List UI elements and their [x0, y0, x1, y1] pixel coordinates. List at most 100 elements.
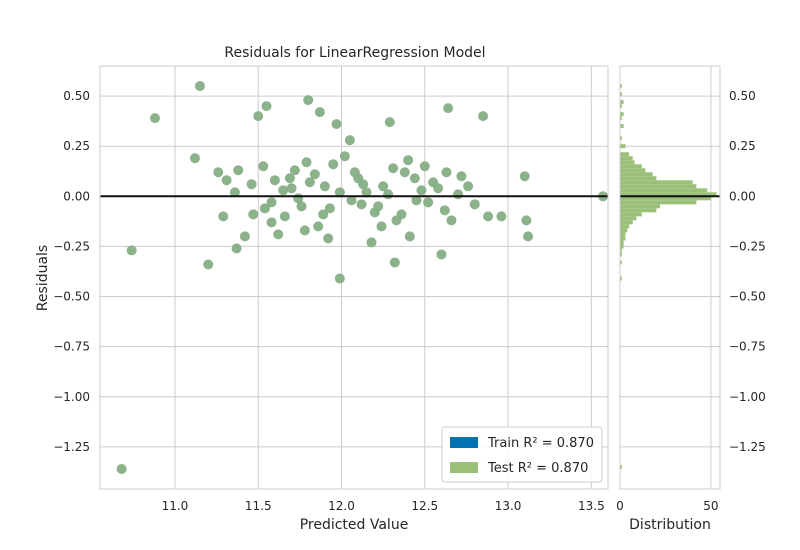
data-point — [269, 175, 280, 186]
data-point — [293, 193, 304, 204]
histogram-bar — [620, 152, 630, 157]
data-point — [403, 155, 414, 166]
data-point — [189, 153, 200, 164]
x-tick-label: 11.5 — [245, 499, 272, 513]
data-point — [149, 113, 160, 124]
histogram-bar — [620, 252, 622, 257]
y-tick-label: −0.25 — [53, 239, 90, 253]
data-point — [521, 215, 532, 226]
histogram-bar — [620, 240, 624, 245]
data-point — [331, 119, 342, 130]
histogram-y-tick-label: −1.25 — [729, 440, 766, 454]
data-point — [273, 229, 284, 240]
data-point — [463, 181, 474, 192]
data-point — [194, 81, 205, 92]
data-point — [344, 135, 355, 146]
data-point — [289, 165, 300, 176]
histogram-y-tick-label: 0.00 — [729, 189, 756, 203]
data-point — [339, 151, 350, 162]
data-point — [231, 243, 242, 254]
x-tick-label: 11.0 — [162, 499, 189, 513]
data-point — [446, 215, 457, 226]
data-point — [523, 231, 534, 242]
data-point — [299, 225, 310, 236]
data-point — [409, 173, 420, 184]
residual-points — [116, 81, 609, 474]
histogram-bar — [620, 164, 642, 169]
histogram-bar — [620, 260, 622, 265]
data-point — [229, 187, 240, 198]
data-point — [396, 209, 407, 220]
histogram-bar — [620, 136, 622, 141]
data-point — [248, 209, 259, 220]
chart-title: Residuals for LinearRegression Model — [224, 45, 485, 61]
histogram-x-tick-labels: 0 50 — [616, 499, 718, 513]
data-point — [258, 161, 269, 172]
histogram-bar — [620, 192, 717, 197]
data-point — [304, 177, 315, 188]
data-point — [328, 159, 339, 170]
data-point — [266, 217, 277, 228]
data-point — [126, 245, 137, 256]
y-axis-label: Residuals — [35, 245, 51, 311]
histogram-frame — [619, 65, 721, 490]
histogram-y-tick-label: −0.50 — [729, 290, 766, 304]
data-point — [319, 181, 330, 192]
data-point — [404, 231, 415, 242]
histogram-bar — [620, 244, 624, 249]
data-point — [383, 189, 394, 200]
y-tick-label: −0.50 — [53, 290, 90, 304]
data-point — [358, 179, 369, 190]
histogram-bar — [620, 220, 633, 225]
histogram-bar — [620, 112, 624, 117]
data-point — [349, 167, 360, 178]
histogram-bar — [620, 196, 711, 201]
histogram-x-label: Distribution — [629, 517, 711, 533]
histogram-x-tick-label: 0 — [616, 499, 624, 513]
data-point — [266, 197, 277, 208]
data-point — [388, 163, 399, 174]
histogram-bar — [620, 104, 622, 109]
histogram-bar — [620, 188, 708, 193]
data-point — [313, 221, 324, 232]
histogram-bar — [620, 160, 635, 165]
histogram-bar — [620, 100, 624, 105]
data-point — [433, 183, 444, 194]
data-point — [203, 259, 214, 270]
y-tick-label: −0.75 — [53, 340, 90, 354]
data-point — [221, 175, 232, 186]
y-tick-label: −1.00 — [53, 390, 90, 404]
data-point — [361, 187, 372, 198]
data-point — [253, 111, 264, 122]
y-tick-label: 0.00 — [63, 189, 90, 203]
histogram-y-tick-label: 0.25 — [729, 139, 756, 153]
data-point — [384, 117, 395, 128]
histogram-plot-area — [620, 66, 720, 489]
data-point — [376, 221, 387, 232]
histogram-bar — [620, 92, 622, 97]
legend-box — [441, 426, 603, 483]
histogram-bar — [620, 124, 624, 129]
x-tick-label: 13.5 — [578, 499, 605, 513]
data-point — [296, 201, 307, 212]
main-plot-area — [100, 66, 608, 489]
data-point — [399, 167, 410, 178]
histogram-bar — [620, 224, 630, 229]
histogram-y-tick-labels: 0.50 0.25 0.00 −0.25 −0.50 −0.75 −1.00 −1.25 — [729, 89, 766, 454]
data-point — [314, 107, 325, 118]
data-point — [378, 181, 389, 192]
x-tick-label: 12.5 — [411, 499, 438, 513]
y-tick-label: −1.25 — [53, 440, 90, 454]
data-point — [416, 185, 427, 196]
histogram-bar — [620, 116, 622, 121]
data-point — [373, 201, 384, 212]
histogram-bar — [620, 216, 637, 221]
histogram-x-tick-label: 50 — [703, 499, 718, 513]
histogram-bar — [620, 168, 646, 173]
data-point — [309, 169, 320, 180]
histogram-bar — [620, 144, 626, 149]
data-point — [478, 111, 489, 122]
data-point — [441, 167, 452, 178]
data-point — [261, 101, 272, 112]
